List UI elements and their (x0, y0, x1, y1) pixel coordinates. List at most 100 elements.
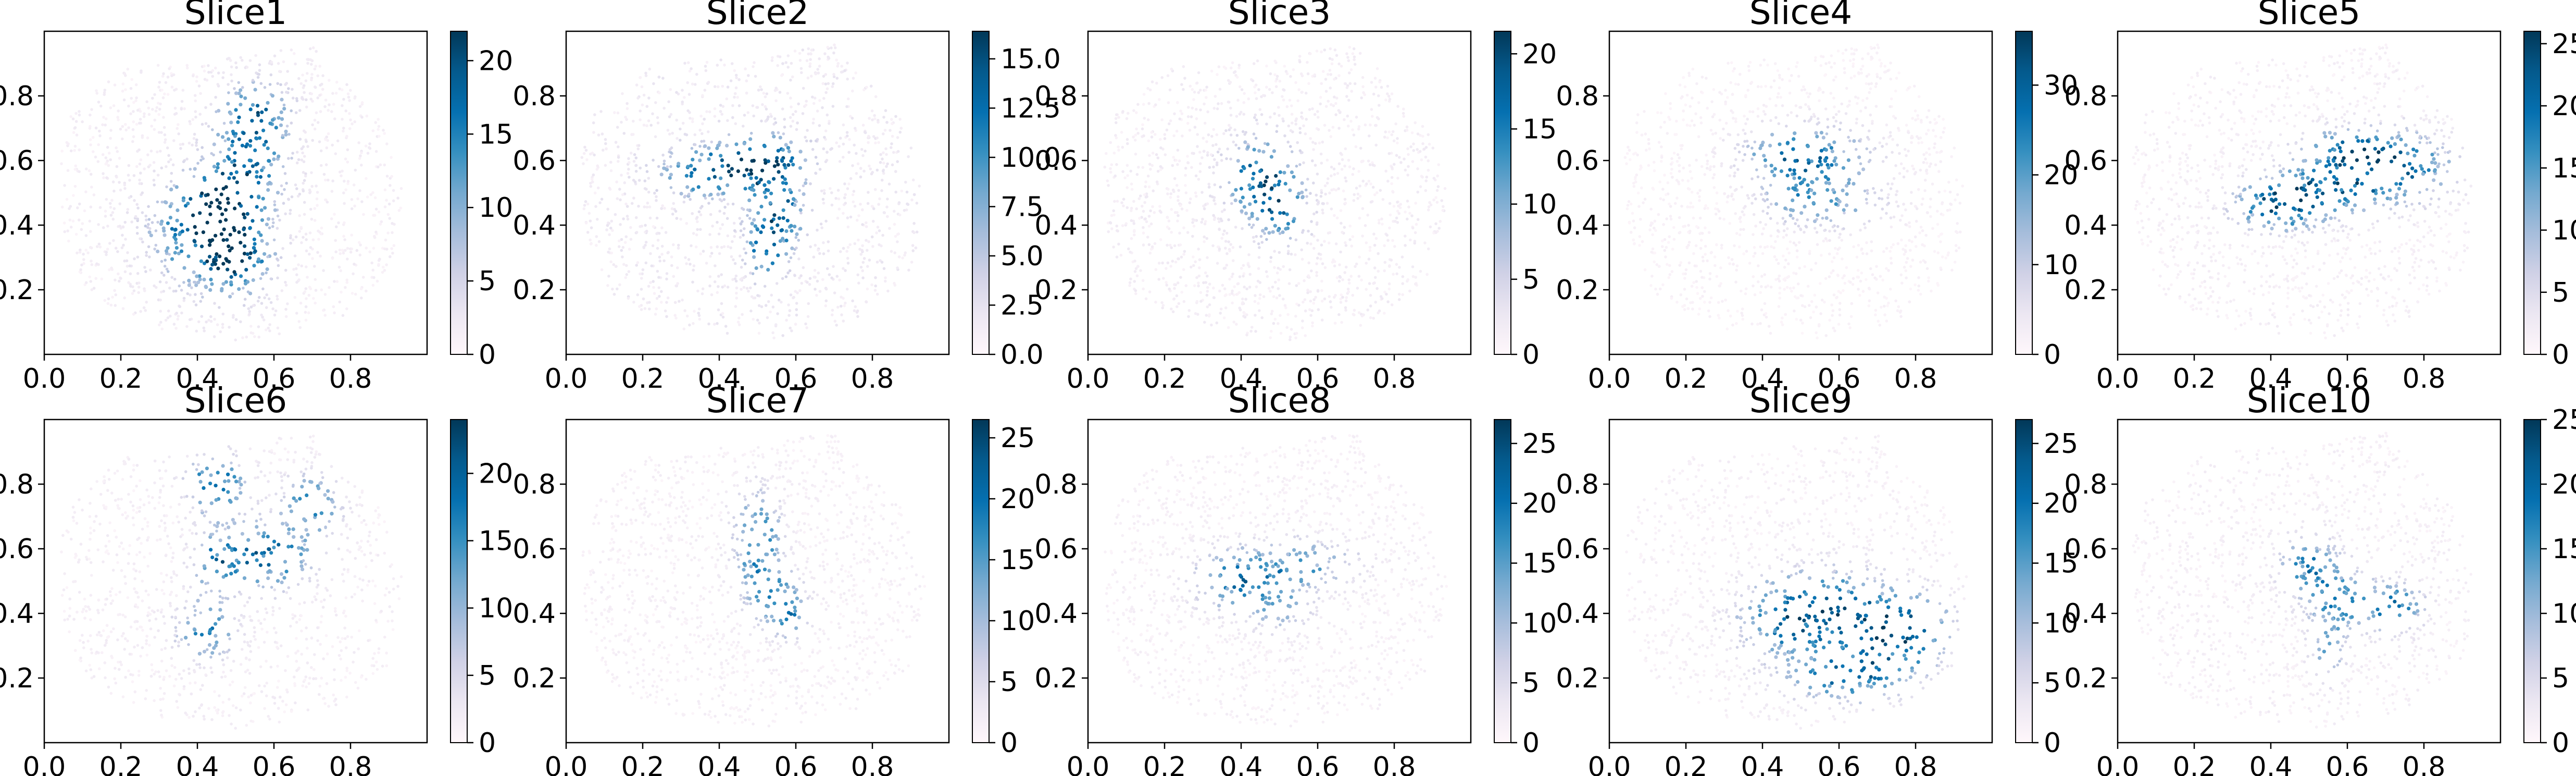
scatter-point (814, 72, 817, 76)
scatter-point (742, 286, 746, 289)
scatter-point (358, 189, 361, 192)
scatter-point (727, 245, 730, 249)
scatter-point (89, 138, 92, 141)
scatter-point (192, 137, 196, 140)
scatter-point (1328, 69, 1332, 72)
scatter-point (249, 194, 254, 199)
scatter-point (1320, 318, 1324, 322)
scatter-point (230, 73, 233, 77)
scatter-point (1256, 59, 1259, 63)
scatter-point (705, 262, 708, 265)
scatter-point (1240, 110, 1243, 114)
scatter-point (1257, 149, 1261, 153)
scatter-point (292, 268, 295, 271)
scatter-point (1176, 281, 1180, 285)
scatter-point (1259, 184, 1264, 188)
scatter-point (1834, 247, 1837, 250)
scatter-point (112, 189, 116, 193)
scatter-point (1651, 247, 1655, 251)
scatter-point (1675, 159, 1679, 163)
scatter-point (1219, 186, 1222, 189)
scatter-point (1311, 107, 1314, 110)
scatter-point (1320, 243, 1323, 247)
scatter-point (734, 73, 738, 77)
scatter-point (255, 137, 259, 141)
scatter-point (1273, 317, 1277, 321)
scatter-point (294, 62, 297, 66)
scatter-point (221, 262, 226, 266)
scatter-point (686, 81, 689, 84)
scatter-point (764, 304, 768, 307)
scatter-point (786, 92, 790, 95)
scatter-point (688, 111, 691, 114)
scatter-point (818, 252, 821, 255)
scatter-point (1793, 309, 1796, 313)
scatter-point (1121, 110, 1124, 113)
scatter-point (869, 84, 873, 88)
scatter-point (1269, 289, 1272, 293)
scatter-point (742, 174, 746, 178)
scatter-point (268, 329, 271, 332)
scatter-point (1370, 108, 1373, 111)
scatter-point (1304, 309, 1307, 313)
scatter-point (1126, 138, 1129, 141)
scatter-point (783, 126, 786, 129)
scatter-point (1949, 202, 1952, 206)
scatter-point (1222, 201, 1226, 205)
scatter-point (1170, 208, 1173, 211)
colorbar-tick-label: 15 (479, 119, 513, 150)
scatter-point (1351, 173, 1355, 176)
scatter-point (82, 252, 85, 256)
scatter-point (77, 218, 81, 221)
scatter-point (866, 249, 869, 252)
scatter-point (334, 250, 337, 254)
scatter-point (333, 117, 336, 120)
scatter-point (97, 143, 100, 146)
scatter-point (1794, 243, 1797, 247)
scatter-point (1925, 211, 1929, 214)
scatter-point (1135, 173, 1139, 176)
scatter-point (1943, 127, 1946, 130)
scatter-point (251, 103, 255, 107)
scatter-point (147, 245, 151, 249)
scatter-point (822, 189, 826, 192)
scatter-point (1848, 326, 1852, 329)
scatter-point (1824, 62, 1828, 65)
scatter-point (1165, 281, 1168, 284)
scatter-point (1166, 192, 1169, 195)
scatter-point (1712, 186, 1716, 189)
scatter-point (1300, 248, 1303, 252)
scatter-point (353, 120, 356, 124)
scatter-point (854, 71, 857, 75)
scatter-point (383, 132, 386, 135)
scatter-point (1441, 209, 1445, 212)
scatter-point (392, 199, 395, 203)
scatter-point (1229, 66, 1233, 70)
scatter-point (817, 71, 820, 75)
scatter-point (622, 132, 626, 135)
scatter-point (769, 310, 772, 314)
scatter-point (233, 87, 236, 90)
scatter-point (1792, 286, 1795, 290)
scatter-point (851, 193, 855, 196)
scatter-point (783, 177, 787, 181)
scatter-point (791, 163, 795, 167)
scatter-point (673, 301, 677, 304)
scatter-point (243, 298, 247, 301)
scatter-point (1838, 128, 1842, 131)
scatter-point (634, 156, 638, 159)
scatter-point (1370, 81, 1373, 84)
scatter-point (713, 85, 717, 88)
scatter-point (1229, 81, 1232, 84)
scatter-point (1390, 258, 1393, 262)
colorbar-tick-label: 0.0 (1001, 339, 1044, 371)
scatter-point (1828, 318, 1831, 322)
scatter-point (309, 207, 312, 211)
scatter-point (130, 220, 133, 224)
scatter-point (749, 176, 753, 180)
scatter-point (255, 71, 258, 75)
scatter-point (1142, 243, 1145, 247)
scatter-point (705, 60, 709, 64)
scatter-point (103, 299, 106, 302)
scatter-point (616, 126, 619, 129)
